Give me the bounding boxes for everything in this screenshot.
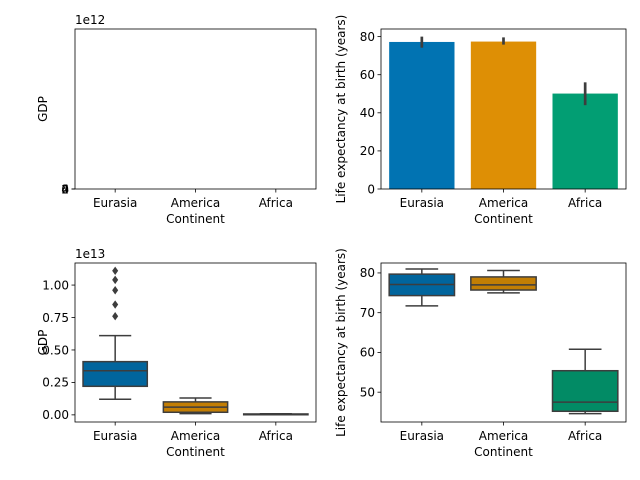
x-tick-label: America [171, 429, 221, 443]
axis-offset-label: 1e13 [75, 247, 105, 261]
x-tick-label: America [479, 429, 529, 443]
y-tick-label: 80 [360, 266, 375, 280]
axis-offset-label: 1e12 [75, 13, 105, 27]
x-tick-label: Africa [259, 196, 293, 210]
x-axis-label: Continent [166, 445, 225, 459]
bar-africa [552, 93, 618, 189]
outlier-eurasia-2 [112, 286, 119, 295]
x-axis-label: Continent [166, 212, 225, 226]
bar-eurasia [389, 41, 455, 190]
y-tick-label: 50 [360, 385, 375, 399]
y-axis-label: Life expectancy at birth (years) [334, 248, 348, 437]
box-africa [551, 369, 619, 413]
y-tick-label: 20 [360, 144, 375, 158]
y-tick-label: 0.25 [42, 376, 69, 390]
outlier-eurasia-3 [112, 275, 119, 285]
x-tick-label: America [479, 196, 529, 210]
x-tick-label: Eurasia [93, 429, 137, 443]
y-tick-label: 60 [360, 68, 375, 82]
x-tick-label: Africa [568, 196, 602, 210]
x-tick-label: America [171, 196, 221, 210]
chart-bottom-left: 0.00 0.25 0.50 0.75 1.00 Eurasia America Africa… [36, 247, 317, 459]
x-tick-label: Eurasia [93, 196, 137, 210]
outlier-eurasia-4 [112, 266, 119, 275]
box-america [470, 276, 537, 291]
y-axis-label: GDP [36, 330, 50, 356]
x-tick-label: Eurasia [400, 196, 444, 210]
y-tick-label: 80 [360, 30, 375, 44]
outlier-eurasia-1 [112, 300, 119, 309]
y-tick-label: 70 [360, 306, 375, 320]
y-tick-label: 1.00 [42, 278, 69, 292]
x-axis-label: Continent [474, 445, 533, 459]
y-tick-label: 40 [360, 106, 375, 120]
y-tick-label: 0.50 [42, 343, 69, 357]
y-tick-label: 0.00 [42, 408, 69, 422]
y-tick-label: 60 [360, 346, 375, 360]
outlier-eurasia-0 [112, 312, 119, 321]
chart-bottom-right: 50 60 70 80 Eurasia America Africa Continent Lif… [334, 248, 627, 459]
bar-america [470, 41, 537, 190]
y-tick-label: 6 [61, 182, 69, 196]
x-axis-label: Continent [474, 212, 533, 226]
box-eurasia [82, 360, 149, 388]
x-tick-label: Africa [568, 429, 602, 443]
x-tick-label: Africa [259, 429, 293, 443]
x-tick-label: Eurasia [400, 429, 444, 443]
y-tick-label: 0 [367, 182, 375, 196]
y-tick-label: 0.75 [42, 311, 69, 325]
y-tick-label: 4 [61, 182, 69, 196]
y-axis-label: GDP [36, 96, 50, 122]
chart-top-right: 0 20 40 60 80 Eurasia America Africa Continent Li… [334, 15, 627, 226]
y-axis-label: Life expectancy at birth (years) [334, 15, 348, 204]
y-tick-label: 0 [61, 182, 69, 196]
y-tick-label: 2 [61, 182, 69, 196]
